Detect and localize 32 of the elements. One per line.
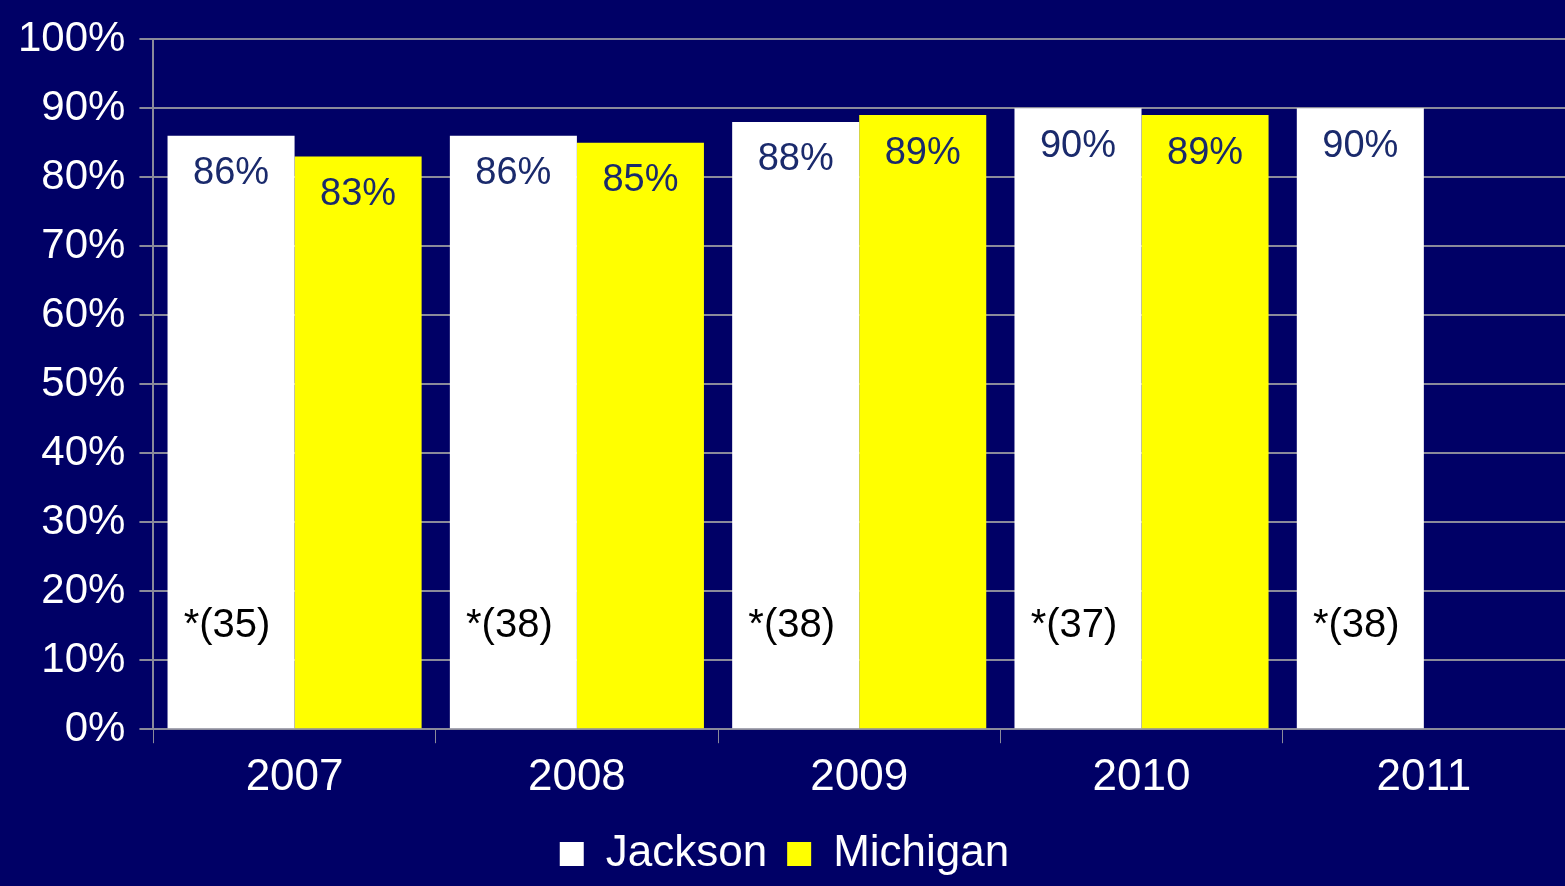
legend-label: Jackson bbox=[605, 826, 768, 876]
y-tick-label: 0% bbox=[64, 702, 126, 750]
y-tick-label: 100% bbox=[18, 12, 126, 60]
y-tick-label: 20% bbox=[41, 564, 126, 612]
annotation: *(37) bbox=[1030, 600, 1118, 645]
data-label: 88% bbox=[757, 136, 834, 179]
data-label: 89% bbox=[884, 129, 961, 172]
y-tick-label: 30% bbox=[41, 495, 126, 543]
data-label: 85% bbox=[602, 157, 679, 200]
y-tick-label: 70% bbox=[41, 219, 126, 267]
x-tick-label: 2009 bbox=[810, 749, 909, 799]
x-tick-label: 2007 bbox=[245, 749, 344, 799]
annotation: *(38) bbox=[748, 600, 836, 645]
y-tick-label: 50% bbox=[41, 357, 126, 405]
data-label: 90% bbox=[1322, 122, 1399, 165]
annotation: *(35) bbox=[183, 600, 271, 645]
data-label: 86% bbox=[475, 150, 552, 193]
data-label: 83% bbox=[320, 170, 397, 213]
x-tick-label: 2010 bbox=[1092, 749, 1191, 799]
annotation: *(38) bbox=[1312, 600, 1400, 645]
y-tick-label: 60% bbox=[41, 288, 126, 336]
x-tick-label: 2008 bbox=[527, 749, 626, 799]
data-label: 86% bbox=[193, 150, 270, 193]
data-label: 90% bbox=[1039, 122, 1117, 165]
y-tick-label: 40% bbox=[41, 426, 126, 474]
x-tick-label: 2011 bbox=[1376, 749, 1472, 799]
data-label: 89% bbox=[1167, 129, 1244, 172]
annotation: *(38) bbox=[466, 600, 553, 645]
legend-label: Michigan bbox=[833, 826, 1010, 876]
y-tick-label: 10% bbox=[41, 633, 126, 681]
y-tick-label: 80% bbox=[41, 150, 126, 198]
y-tick-label: 90% bbox=[41, 81, 126, 129]
